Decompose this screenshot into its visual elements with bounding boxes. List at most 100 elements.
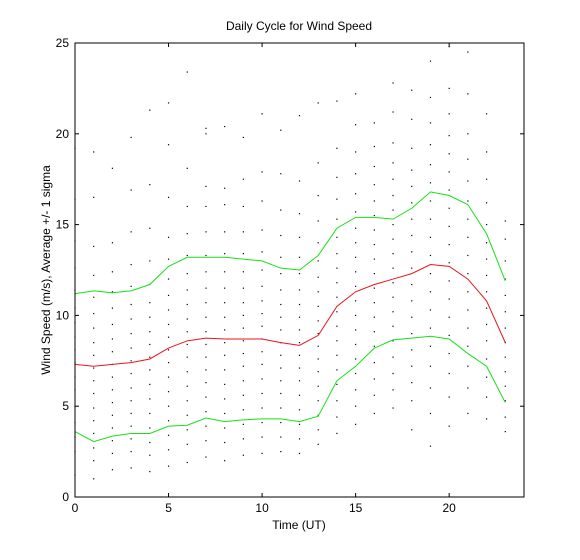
- scatter-point: [373, 412, 375, 415]
- scatter-point: [355, 93, 357, 95]
- scatter-point: [93, 274, 95, 277]
- scatter-point: [504, 260, 506, 262]
- scatter-point: [111, 271, 114, 273]
- y-tick-label: 0: [62, 490, 69, 504]
- scatter-point: [485, 242, 488, 244]
- scatter-point: [93, 342, 95, 344]
- scatter-point: [261, 407, 263, 409]
- scatter-point: [392, 111, 394, 113]
- scatter-point: [392, 178, 394, 180]
- scatter-point: [411, 89, 413, 91]
- scatter-point: [429, 144, 432, 146]
- scatter-point: [429, 96, 432, 99]
- scatter-point: [448, 207, 450, 209]
- scatter-point: [373, 184, 375, 186]
- scatter-point: [392, 356, 394, 358]
- scatter-point: [111, 427, 114, 429]
- scatter-point: [186, 167, 188, 169]
- scatter-point: [242, 205, 244, 208]
- scatter-point: [317, 194, 319, 197]
- scatter-point: [355, 227, 357, 229]
- scatter-point: [280, 407, 282, 409]
- scatter-point: [205, 287, 207, 289]
- scatter-point: [298, 213, 301, 215]
- scatter-point: [504, 294, 506, 297]
- scatter-point: [242, 438, 244, 440]
- scatter-point: [298, 316, 301, 318]
- scatter-point: [411, 316, 413, 318]
- y-tick-label: 15: [56, 218, 70, 232]
- scatter-point: [186, 205, 188, 208]
- scatter-point: [355, 173, 357, 175]
- scatter-point: [411, 349, 413, 351]
- scatter-point: [317, 242, 319, 244]
- scatter-point: [355, 314, 357, 316]
- scatter-point: [392, 209, 394, 211]
- scatter-point: [111, 338, 114, 340]
- scatter-point: [280, 289, 282, 291]
- scatter-point: [485, 323, 488, 326]
- scatter-point: [429, 182, 432, 184]
- scatter-point: [167, 196, 170, 198]
- scatter-point: [261, 269, 263, 271]
- scatter-point: [467, 365, 469, 367]
- scatter-point: [429, 273, 432, 275]
- scatter-point: [448, 171, 450, 173]
- scatter-point: [261, 312, 263, 315]
- scatter-point: [411, 429, 413, 431]
- scatter-point: [280, 329, 282, 331]
- scatter-point: [224, 302, 226, 304]
- scatter-point: [317, 220, 319, 222]
- scatter-point: [224, 383, 226, 386]
- scatter-point: [130, 425, 132, 427]
- scatter-point: [130, 360, 132, 362]
- scatter-point: [93, 367, 95, 369]
- scatter-point: [261, 229, 263, 231]
- scatter-point: [448, 280, 450, 282]
- scatter-point: [205, 185, 207, 188]
- scatter-point: [205, 411, 207, 413]
- scatter-point: [448, 225, 450, 228]
- scatter-point: [205, 356, 207, 358]
- scatter-point: [411, 202, 413, 204]
- scatter-point: [448, 113, 450, 115]
- scatter-point: [205, 331, 207, 333]
- scatter-point: [448, 189, 450, 191]
- scatter-point: [467, 200, 469, 202]
- scatter-point: [373, 214, 375, 217]
- scatter-point: [261, 436, 263, 438]
- scatter-point: [167, 278, 170, 280]
- scatter-point: [224, 253, 226, 255]
- series-line-mean-1sigma: [74, 191, 506, 295]
- scatter-point: [261, 452, 263, 455]
- scatter-point: [298, 342, 301, 344]
- scatter-point: [373, 200, 375, 202]
- scatter-point: [111, 242, 114, 244]
- scatter-point: [242, 409, 244, 411]
- scatter-point: [429, 200, 432, 202]
- scatter-point: [392, 340, 394, 342]
- scatter-point: [186, 356, 188, 358]
- scatter-point: [186, 443, 188, 445]
- scatter-point: [205, 316, 207, 318]
- scatter-point: [504, 311, 506, 313]
- scatter-point: [93, 327, 95, 329]
- scatter-point: [392, 325, 394, 327]
- scatter-point: [373, 331, 375, 333]
- scatter-point: [111, 401, 114, 404]
- scatter-point: [448, 243, 450, 246]
- scatter-point: [167, 102, 170, 104]
- y-tick-label: 10: [56, 308, 70, 322]
- scatter-point: [261, 421, 263, 424]
- scatter-point: [429, 327, 432, 329]
- scatter-point: [373, 287, 375, 289]
- scatter-point: [392, 162, 394, 164]
- scatter-point: [355, 300, 357, 302]
- scatter-point: [411, 118, 413, 120]
- scatter-point: [111, 376, 114, 378]
- scatter-point: [224, 460, 226, 462]
- scatter-point: [130, 318, 132, 320]
- scatter-point: [205, 302, 207, 304]
- scatter-point: [186, 318, 188, 320]
- scatter-point: [373, 302, 375, 304]
